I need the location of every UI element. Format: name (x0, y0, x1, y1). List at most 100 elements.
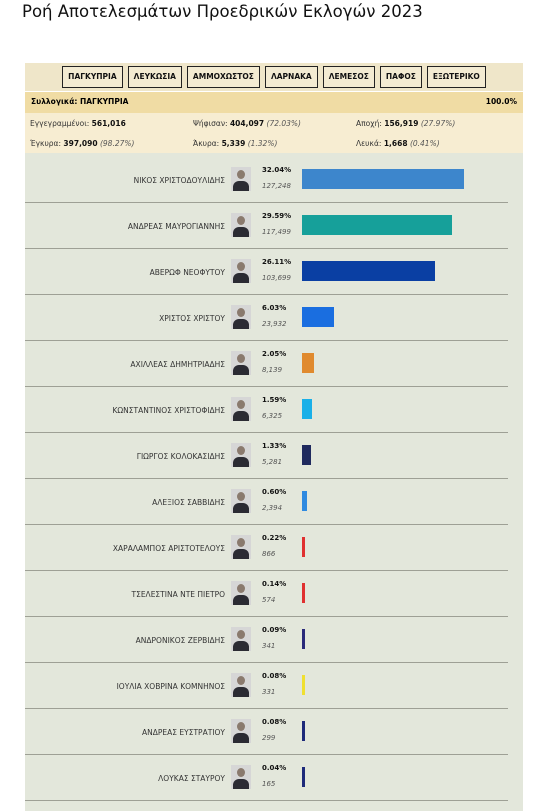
stat-value: 1,668 (383, 139, 408, 148)
vote-count: 341 (262, 642, 276, 650)
page-title: Ροή Αποτελεσμάτων Προεδρικών Εκλογών 202… (22, 2, 423, 21)
candidate-name: ΑΝΔΡΕΑΣ ΜΑΥΡΟΓΙΑΝΝΗΣ (127, 222, 225, 231)
region-tab[interactable]: ΛΕΜΕΣΟΣ (322, 66, 375, 88)
vote-share: 0.22% (262, 534, 287, 542)
candidate-name: ΚΩΝΣΤΑΝΤΙΝΟΣ ΧΡΙΣΤΟΦΙΔΗΣ (112, 406, 225, 415)
stat-value: 156,919 (384, 119, 419, 128)
candidate-row: ΑΝΔΡΟΝΙΚΟΣ ΖΕΡΒΙΔΗΣ 0.09% 341 (25, 617, 523, 663)
row-separator (25, 294, 508, 295)
vote-share: 1.33% (262, 442, 287, 450)
stat-label: Άκυρα: (193, 139, 220, 148)
stat-share: (27.97%) (420, 119, 456, 128)
photo-body (233, 411, 249, 421)
photo-head (237, 538, 245, 547)
photo-body (233, 733, 249, 743)
row-separator (25, 800, 508, 801)
candidate-name: ΓΙΩΡΓΟΣ ΚΟΛΟΚΑΣΙΔΗΣ (136, 452, 225, 461)
vote-count: 6,325 (262, 412, 283, 420)
photo-head (237, 768, 245, 777)
photo-body (233, 273, 249, 283)
candidate-name: ΧΑΡΑΛΑΜΠΟΣ ΑΡΙΣΤΟΤΕΛΟΥΣ (112, 544, 225, 553)
stat-label: Λευκά: (356, 139, 382, 148)
vote-count: 103,699 (262, 274, 291, 282)
row-separator (25, 478, 508, 479)
vote-share: 6.03% (262, 304, 287, 312)
region-tab[interactable]: ΛΕΥΚΩΣΙΑ (127, 66, 182, 88)
stat-label: Εγγεγραμμένοι: (30, 119, 90, 128)
photo-body (233, 595, 249, 605)
vote-share: 32.04% (262, 166, 292, 174)
photo-body (233, 227, 249, 237)
candidate-photo (231, 719, 251, 743)
stat: Άκυρα: 5,339 (1.32%) (193, 139, 277, 148)
photo-head (237, 722, 245, 731)
result-bar (303, 446, 310, 464)
region-tab[interactable]: ΕΞΩΤΕΡΙΚΟ (426, 66, 486, 88)
turnout-stats: Εγγεγραμμένοι: 561,016 Ψήφισαν: 404,097 (… (25, 113, 523, 153)
candidate-photo (231, 351, 251, 375)
candidate-row: ΙΟΥΛΙΑ ΧΟΒΡΙΝΑ ΚΟΜΝΗΝΟΣ 0.08% 331 (25, 663, 523, 709)
vote-count: 331 (262, 688, 276, 696)
candidate-name: ΑΝΔΡΟΝΙΚΟΣ ΖΕΡΒΙΔΗΣ (135, 636, 225, 645)
row-separator (25, 662, 508, 663)
photo-head (237, 584, 245, 593)
vote-share: 1.59% (262, 396, 287, 404)
row-separator (25, 524, 508, 525)
region-tab[interactable]: ΠΑΓΚΥΠΡΙΑ (62, 66, 123, 88)
photo-body (233, 365, 249, 375)
vote-count: 117,499 (262, 228, 291, 236)
photo-head (237, 354, 245, 363)
stat: Εγγεγραμμένοι: 561,016 (30, 119, 126, 128)
vote-count: 299 (262, 734, 276, 742)
stat-value: 561,016 (91, 119, 126, 128)
result-bar (303, 400, 311, 418)
vote-share: 0.60% (262, 488, 287, 496)
photo-head (237, 308, 245, 317)
stat: Λευκά: 1,668 (0.41%) (356, 139, 440, 148)
region-tab[interactable]: ΠΑΦΟΣ (379, 66, 422, 88)
photo-body (233, 549, 249, 559)
photo-head (237, 446, 245, 455)
result-bar (303, 170, 464, 188)
photo-body (233, 687, 249, 697)
region-tab[interactable]: ΑΜΜΟΧΩΣΤΟΣ (186, 66, 260, 88)
vote-count: 574 (262, 596, 276, 604)
candidate-photo (231, 627, 251, 651)
counted-share: 100.0% (485, 97, 517, 106)
candidate-row: ΑΧΙΛΛΕΑΣ ΔΗΜΗΤΡΙΑΔΗΣ 2.05% 8,139 (25, 341, 523, 387)
stat: Έγκυρα: 397,090 (98.27%) (30, 139, 134, 148)
vote-count: 165 (262, 780, 276, 788)
vote-share: 0.04% (262, 764, 287, 772)
vote-share: 2.05% (262, 350, 287, 358)
photo-body (233, 319, 249, 329)
vote-share: 0.08% (262, 672, 287, 680)
photo-head (237, 170, 245, 179)
photo-head (237, 400, 245, 409)
summary-label: Συλλογικά: ΠΑΓΚΥΠΡΙΑ (31, 97, 129, 106)
candidate-photo (231, 673, 251, 697)
photo-head (237, 492, 245, 501)
candidate-list: ΝΙΚΟΣ ΧΡΙΣΤΟΔΟΥΛΙΔΗΣ 32.04% 127,248 ΑΝΔΡΕΑΣ… (25, 153, 523, 811)
stat-share: (98.27%) (99, 139, 135, 148)
vote-count: 5,281 (262, 458, 283, 466)
candidate-photo (231, 581, 251, 605)
stat-share: (1.32%) (247, 139, 278, 148)
vote-share: 29.59% (262, 212, 292, 220)
candidate-name: ΑΧΙΛΛΕΑΣ ΔΗΜΗΤΡΙΑΔΗΣ (130, 360, 225, 369)
result-bar (303, 584, 304, 602)
row-separator (25, 202, 508, 203)
candidate-row: ΝΙΚΟΣ ΧΡΙΣΤΟΔΟΥΛΙΔΗΣ 32.04% 127,248 (25, 157, 523, 203)
stat-share: (0.41%) (409, 139, 440, 148)
vote-count: 127,248 (262, 182, 291, 190)
photo-body (233, 503, 249, 513)
candidate-name: ΑΛΕΞΙΟΣ ΣΑΒΒΙΔΗΣ (152, 498, 225, 507)
photo-head (237, 262, 245, 271)
candidate-name: ΧΡΙΣΤΟΣ ΧΡΙΣΤΟΥ (159, 314, 225, 323)
region-tab[interactable]: ΛΑΡΝΑΚΑ (264, 66, 318, 88)
photo-head (237, 216, 245, 225)
candidate-photo (231, 305, 251, 329)
row-separator (25, 754, 508, 755)
photo-head (237, 630, 245, 639)
vote-share: 26.11% (262, 258, 292, 266)
